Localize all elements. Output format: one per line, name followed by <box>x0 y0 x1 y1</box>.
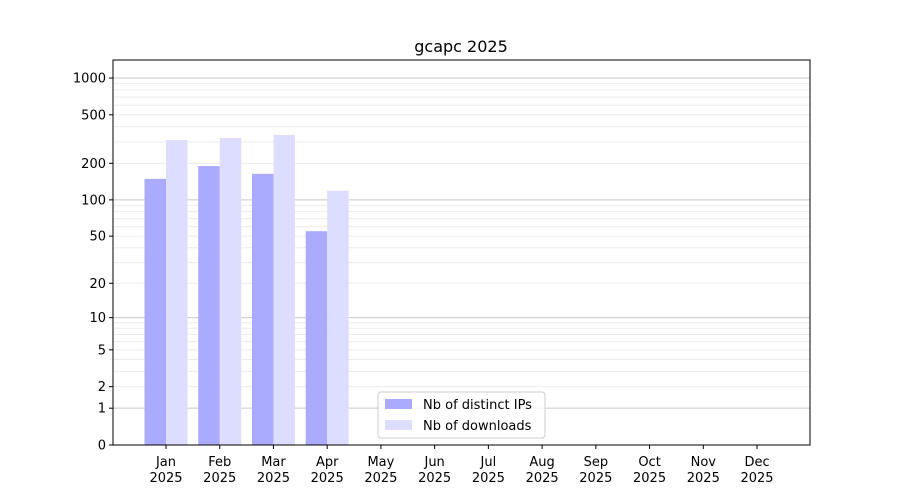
y-tick-label: 20 <box>89 277 106 292</box>
x-tick-label: Mar <box>261 455 286 470</box>
bar-distinct-ips <box>251 173 274 446</box>
y-tick-label: 5 <box>98 343 106 358</box>
x-tick-label: 2025 <box>526 471 559 486</box>
x-tick-label: 2025 <box>149 471 182 486</box>
x-tick-label: Dec <box>744 455 769 470</box>
x-tick-label: Jan <box>155 455 176 470</box>
x-tick-label: Nov <box>691 455 717 470</box>
x-tick-label: Feb <box>208 455 231 470</box>
bar-downloads <box>219 137 242 446</box>
legend-swatch <box>385 399 412 409</box>
bar-downloads <box>327 190 349 445</box>
y-tick-label: 1000 <box>73 72 106 87</box>
x-tick-label: 2025 <box>364 471 397 486</box>
x-tick-label: 2025 <box>740 471 773 486</box>
legend-swatch <box>385 420 412 430</box>
x-tick-label: 2025 <box>418 471 451 486</box>
x-tick-label: 2025 <box>687 471 720 486</box>
x-tick-label: Jul <box>480 455 497 470</box>
y-tick-label: 10 <box>89 311 106 326</box>
bar-downloads <box>273 134 295 445</box>
y-tick-label: 100 <box>81 193 106 208</box>
y-tick-label: 500 <box>81 108 106 123</box>
legend-label: Nb of downloads <box>423 419 532 434</box>
x-tick-label: 2025 <box>257 471 290 486</box>
x-tick-label: 2025 <box>472 471 505 486</box>
bar-downloads <box>166 139 188 445</box>
x-tick-label: Jun <box>423 455 444 470</box>
y-tick-label: 200 <box>81 157 106 172</box>
bar-distinct-ips <box>305 231 328 445</box>
x-tick-label: Apr <box>316 455 339 470</box>
legend-label: Nb of distinct IPs <box>423 398 532 413</box>
x-tick-label: 2025 <box>633 471 666 486</box>
x-tick-label: May <box>367 455 394 470</box>
x-tick-label: 2025 <box>203 471 236 486</box>
legend: Nb of distinct IPs Nb of downloads <box>377 391 546 439</box>
y-tick-label: 2 <box>98 380 106 395</box>
y-tick-label: 50 <box>89 230 106 245</box>
x-tick-label: Oct <box>638 455 660 470</box>
x-tick-label: 2025 <box>311 471 344 486</box>
y-tick-label: 1 <box>98 402 106 417</box>
x-tick-label: Aug <box>529 455 554 470</box>
bar-distinct-ips <box>144 178 166 445</box>
x-tick-label: 2025 <box>579 471 612 486</box>
plot-frame <box>112 59 811 446</box>
bar-distinct-ips <box>198 166 220 446</box>
legend-box <box>377 391 546 439</box>
y-tick-label: 0 <box>98 439 106 454</box>
chart-title: gcapc 2025 <box>414 37 508 56</box>
x-tick-label: Sep <box>584 455 609 470</box>
